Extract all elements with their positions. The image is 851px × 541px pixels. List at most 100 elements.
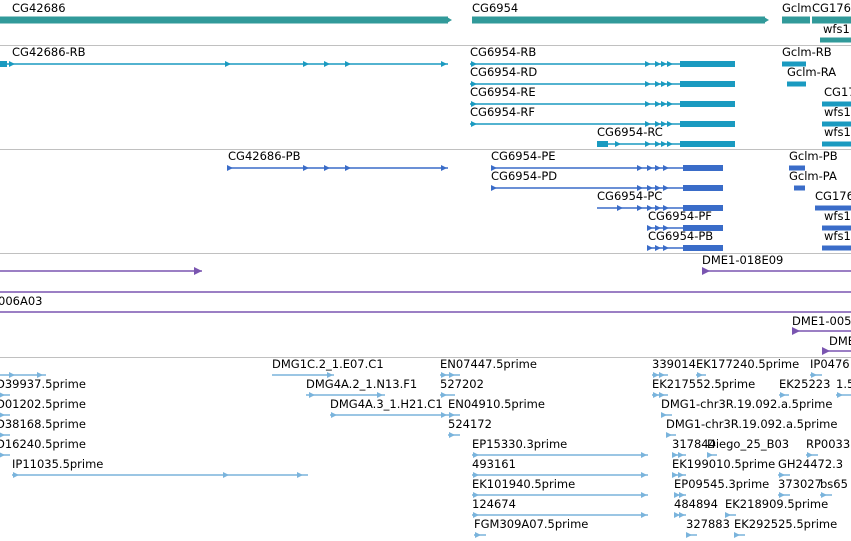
feature-glyph[interactable]: wfs1 [820,22,851,43]
feature-glyph[interactable]: 1.5 [836,377,851,398]
feature-glyph[interactable]: DME [822,334,851,355]
feature-glyph[interactable]: CG6954-RD [470,65,735,87]
feature-label[interactable]: wfs1 [823,22,850,36]
exon-block[interactable] [0,61,7,67]
feature-label[interactable]: 493161 [472,457,516,471]
feature-glyph[interactable]: EK101940.5prime [472,477,648,498]
feature-bar[interactable] [470,63,735,65]
feature-label[interactable]: 317844 [672,437,716,451]
exon-block[interactable] [680,61,735,67]
feature-glyph[interactable]: EP15330.3prime [472,437,648,458]
feature-bar[interactable] [702,270,851,272]
feature-bar[interactable] [789,165,805,171]
feature-glyph[interactable]: D16240.5prime [0,432,86,451]
feature-glyph[interactable]: IP11035.5prime [12,457,308,478]
feature-glyph[interactable]: CG42686-RB [0,45,448,67]
feature-label[interactable]: CG6954-RE [470,85,536,99]
feature-glyph[interactable]: CG176 [822,85,851,107]
exon-block[interactable] [680,81,735,87]
feature-bar[interactable] [491,167,723,169]
feature-glyph[interactable]: Gclm-RA [787,65,836,87]
feature-glyph[interactable]: DME1-018E09 [702,253,851,275]
feature-label[interactable]: 524172 [448,417,492,431]
feature-label[interactable]: 006A03 [0,294,42,308]
feature-label[interactable]: EK101940.5prime [472,477,575,491]
feature-label[interactable]: EK218909.5prime [725,497,828,511]
feature-bar[interactable] [836,394,851,396]
feature-bar[interactable] [787,81,806,87]
feature-glyph[interactable]: 373027 [778,477,822,498]
feature-label[interactable]: CG6954 [472,1,518,15]
feature-bar[interactable] [0,63,448,65]
feature-glyph[interactable]: Gclm-PA [789,169,837,191]
feature-label[interactable]: GH24472.3 [778,457,843,471]
feature-bar[interactable] [470,123,735,125]
feature-bar[interactable] [822,225,851,231]
feature-glyph[interactable]: DMG1-chr3R.19.092.a.5prime [661,397,832,418]
feature-glyph[interactable]: EK292525.5prime [734,517,837,538]
feature-bar[interactable] [228,167,448,169]
feature-glyph[interactable]: 124674 [472,497,648,518]
feature-glyph[interactable]: 484894 [674,497,718,518]
feature-glyph[interactable]: 339014 [652,357,696,378]
feature-glyph[interactable]: EK218909.5prime [725,497,828,518]
exon-block[interactable] [597,141,608,147]
feature-label[interactable]: DMG4A.3_1.H21.C1 [330,397,443,411]
feature-label[interactable]: EK199010.5prime [672,457,775,471]
feature-glyph[interactable]: bs65 [820,477,848,498]
feature-label[interactable]: CG6954-RD [470,65,537,79]
feature-label[interactable]: CG42686 [12,1,66,15]
feature-glyph[interactable]: 006A03 [0,294,851,313]
feature-label[interactable]: CG42686-PB [228,149,301,163]
feature-glyph[interactable] [0,291,851,293]
feature-label[interactable]: EK177240.5prime [696,357,799,371]
feature-label[interactable]: wfs1 [824,125,851,139]
exon-block[interactable] [683,205,723,211]
feature-glyph[interactable]: DMG4A.3_1.H21.C1 [330,397,448,418]
feature-bar[interactable] [794,185,805,191]
feature-glyph[interactable]: DMG1C.2_1.E07.C1 [272,357,384,378]
feature-glyph[interactable]: CG6954-RC [597,125,735,147]
feature-label[interactable]: D01202.5prime [0,397,86,411]
feature-label[interactable]: Gclm-RA [787,65,836,79]
feature-glyph[interactable]: CG42686-PB [227,149,448,171]
feature-glyph[interactable]: CG6954-PB [647,229,723,251]
feature-glyph[interactable]: CG176 [812,1,851,24]
feature-glyph[interactable]: CG6954-PC [597,189,723,211]
feature-bar[interactable] [815,205,851,211]
feature-bar[interactable] [470,83,735,85]
feature-bar[interactable] [440,394,455,396]
exon-block[interactable] [683,185,723,191]
feature-glyph[interactable]: Gclm-PB [789,149,838,171]
feature-bar[interactable] [330,414,448,416]
feature-glyph[interactable]: EN04910.5prime [448,397,545,418]
feature-glyph[interactable]: DME1-005 [792,314,851,335]
feature-label[interactable]: DMG1-chr3R.19.092.a.5prime [661,397,832,411]
feature-bar[interactable] [472,494,648,496]
feature-label[interactable]: CG6954-RF [470,105,535,119]
feature-label[interactable]: DME [829,334,851,348]
feature-label[interactable]: RP0033 [806,437,850,451]
feature-glyph[interactable]: 317844 [672,437,716,458]
feature-label[interactable]: D39937.5prime [0,377,86,391]
feature-bar[interactable] [0,270,202,272]
feature-glyph[interactable]: 524172 [448,417,492,438]
feature-label[interactable]: CG176 [824,85,851,99]
feature-glyph[interactable]: CG6954-PF [647,209,723,231]
feature-label[interactable]: D38168.5prime [0,417,86,431]
feature-label[interactable]: IP0476 [810,357,850,371]
feature-label[interactable]: CG6954-PC [597,189,662,203]
feature-glyph[interactable]: EP09545.3prime [674,477,769,498]
feature-glyph[interactable]: wfs1 [822,209,851,231]
feature-glyph[interactable]: D38168.5prime [0,412,86,431]
feature-bar[interactable] [491,187,723,189]
feature-glyph[interactable]: CG6954-RE [470,85,735,107]
feature-label[interactable]: 373027 [778,477,822,491]
feature-bar[interactable] [792,330,851,332]
feature-bar[interactable] [0,374,46,376]
feature-bar[interactable] [272,374,334,376]
feature-bar[interactable] [782,16,810,24]
feature-glyph[interactable]: wfs1 [822,229,851,251]
feature-label[interactable]: Gclm-PA [789,169,837,183]
feature-glyph[interactable]: CG6954-PD [491,169,723,191]
